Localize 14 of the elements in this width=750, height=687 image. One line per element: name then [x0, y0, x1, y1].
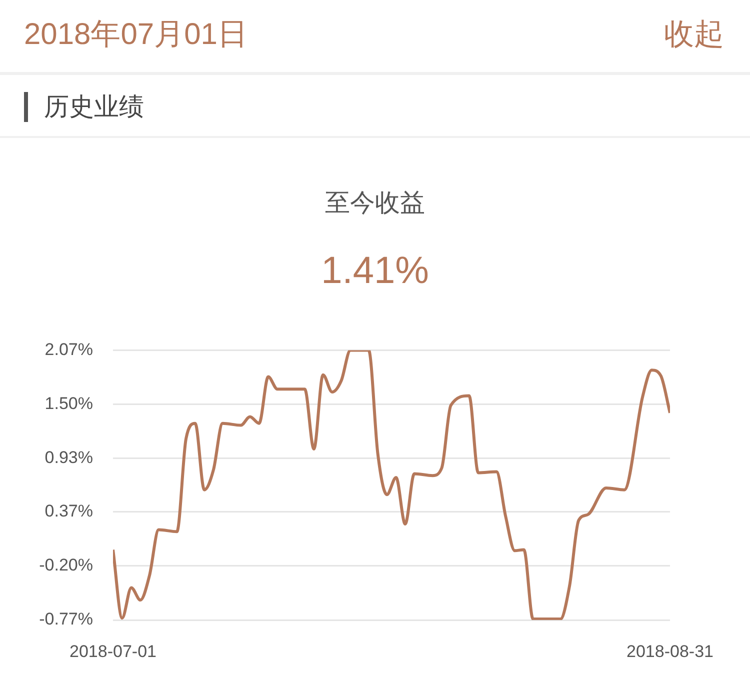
x-tick-label: 2018-07-01 — [70, 642, 156, 661]
chart-title: 至今收益 — [324, 187, 426, 219]
text: 2018年07月01日 — [24, 17, 248, 53]
y-tick-label: 0.93% — [44, 448, 93, 468]
y-tick-label: 2.07% — [44, 340, 93, 359]
x-tick-label: 2018-08-31 — [626, 642, 714, 661]
text: 收起 — [664, 16, 724, 54]
y-tick-label: 1.50% — [44, 394, 93, 414]
chart-subtitle: 1.41% — [320, 250, 430, 293]
text: 历史业绩 — [44, 91, 144, 123]
y-tick-label: -0.77% — [39, 610, 93, 629]
y-tick-label: -0.20% — [39, 556, 93, 575]
line-series — [113, 350, 670, 620]
y-tick-label: 0.37% — [44, 501, 93, 520]
